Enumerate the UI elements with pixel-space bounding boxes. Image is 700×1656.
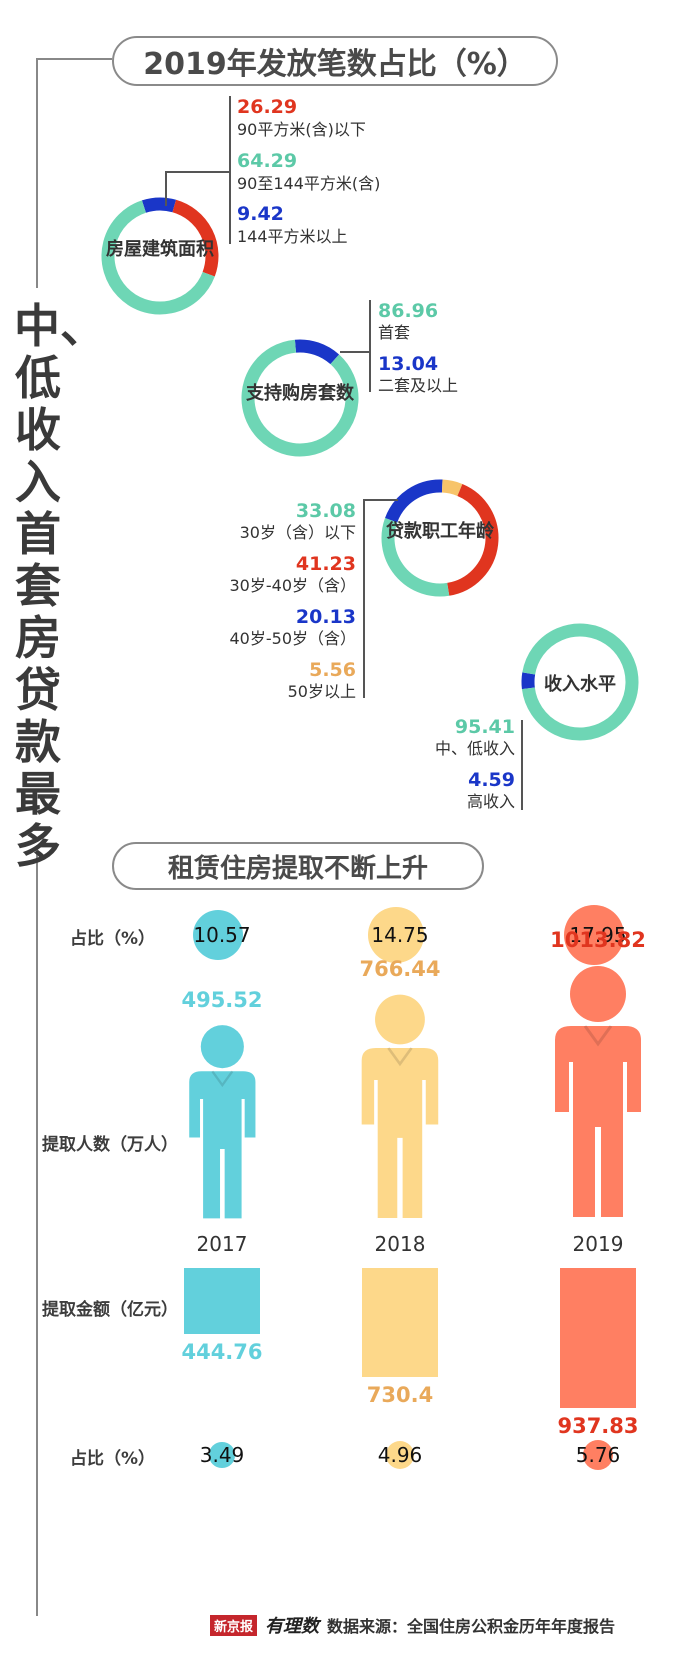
- donut4-slice-2: [521, 672, 536, 690]
- share-top-circle-2018: [368, 907, 424, 963]
- amount-value-2017: 444.76: [181, 1340, 263, 1365]
- donut2-center-label: 支持购房套数: [246, 383, 354, 404]
- amount-bar-2017: [184, 1268, 260, 1335]
- donut2-slice-1: [241, 339, 359, 457]
- share-top-value-2018: 14.75: [371, 923, 429, 947]
- share-bottom-circle-2017: [209, 1442, 235, 1468]
- donut2-label-2: 二套及以上: [378, 376, 459, 395]
- xinjingbao-logo: 新京报: [210, 1614, 258, 1636]
- person-figure-2018: [361, 994, 439, 1218]
- donut2-connector-line: [340, 300, 371, 392]
- donut1-slice-1: [172, 199, 219, 277]
- vertical-title: 中、低收入首套房贷款最多: [14, 299, 106, 873]
- share-bottom-value-2018: 4.96: [377, 1443, 423, 1467]
- people-value-2018: 766.44: [359, 956, 441, 981]
- donut1-label-1: 90平方米(含)以下: [237, 120, 366, 139]
- donut3-value-2: 41.23: [295, 553, 356, 575]
- donut3-label-2: 30岁-40岁（含）: [229, 576, 357, 595]
- donut3-slice-1: [381, 518, 450, 597]
- donut1-value-1: 26.29: [237, 96, 298, 118]
- donut1-label-2: 90至144平方米(含): [237, 174, 381, 193]
- donut1-slice-2: [101, 200, 215, 315]
- youlishu-logo: 有理数: [265, 1616, 320, 1637]
- share-top-circle-2019: [564, 905, 624, 965]
- amount-value-2018: 730.4: [366, 1383, 434, 1408]
- section1-title: 2019年发放笔数占比（%）: [112, 36, 558, 86]
- donut4-center-label: 收入水平: [544, 674, 616, 695]
- donut3-label-3: 40岁-50岁（含）: [229, 629, 357, 648]
- donut1-value-2: 64.29: [237, 150, 298, 172]
- row-label-share-bottom: 占比（%）: [70, 1449, 156, 1469]
- donut2-value-2: 13.04: [378, 353, 439, 375]
- person-figure-2017: [188, 1024, 256, 1219]
- donut2-value-1: 86.96: [378, 300, 439, 322]
- year-label-2019: 2019: [572, 1232, 624, 1256]
- data-source-text: 数据来源：全国住房公积金历年年度报告: [327, 1617, 616, 1636]
- left-border-line-bottom: [36, 846, 38, 1616]
- row-label-share-top: 占比（%）: [70, 929, 156, 949]
- donut1-center-label: 房屋建筑面积: [106, 239, 214, 260]
- year-label-2017: 2017: [196, 1232, 248, 1256]
- donut3-value-1: 33.08: [295, 500, 356, 522]
- share-top-value-2019: 17.95: [569, 923, 627, 947]
- row-label-amount: 提取金额（亿元）: [42, 1300, 178, 1320]
- share-top-value-2017: 10.57: [193, 923, 251, 947]
- row-label-people: 提取人数（万人）: [42, 1135, 178, 1155]
- donut1-label-3: 144平方米以上: [237, 227, 348, 246]
- footer: 新京报 有理数 数据来源：全国住房公积金历年年度报告: [210, 1612, 615, 1638]
- amount-bar-2018: [362, 1268, 438, 1378]
- share-top-circle-2017: [192, 909, 244, 961]
- donut3-value-4: 5.56: [309, 659, 356, 681]
- donut3-slice-2: [446, 483, 499, 596]
- donut4-label-1: 中、低收入: [434, 739, 515, 758]
- people-value-2017: 495.52: [181, 987, 263, 1012]
- donut1-connector-line: [165, 96, 231, 244]
- donut1-value-3: 9.42: [237, 203, 284, 225]
- donut4-value-1: 95.41: [454, 716, 515, 738]
- donut2-slice-2: [294, 339, 340, 365]
- left-border-line: [36, 58, 38, 288]
- donut4-label-2: 高收入: [466, 792, 515, 811]
- donut4-value-2: 4.59: [468, 769, 515, 791]
- donut4-slice-1: [521, 623, 639, 741]
- person-figure-2019: [555, 966, 641, 1217]
- donut2-label-1: 首套: [378, 323, 411, 342]
- amount-value-2019: 937.83: [557, 1414, 639, 1438]
- donut3-connector-line: [363, 499, 398, 698]
- section2-title: 租赁住房提取不断上升: [112, 842, 484, 890]
- donut3-label-1: 30岁（含）以下: [239, 523, 356, 542]
- donut3-slice-4: [441, 479, 463, 497]
- donut3-label-4: 50岁以上: [287, 682, 356, 701]
- donut-charts: [101, 96, 639, 810]
- share-bottom-circle-2019: [583, 1440, 613, 1470]
- amount-bar-2019: [560, 1268, 636, 1408]
- share-bottom-value-2019: 5.76: [575, 1443, 621, 1467]
- left-border-line-top: [36, 58, 112, 60]
- donut1-slice-3: [141, 197, 177, 213]
- donut3-center-label: 贷款职工年龄: [386, 521, 494, 542]
- donut3-value-3: 20.13: [295, 606, 356, 628]
- share-bottom-circle-2018: [385, 1440, 415, 1470]
- donut3-slice-3: [385, 479, 443, 523]
- people-value-2019: 1013.82: [550, 928, 646, 952]
- share-bottom-value-2017: 3.49: [199, 1443, 245, 1467]
- year-label-2018: 2018: [374, 1232, 426, 1256]
